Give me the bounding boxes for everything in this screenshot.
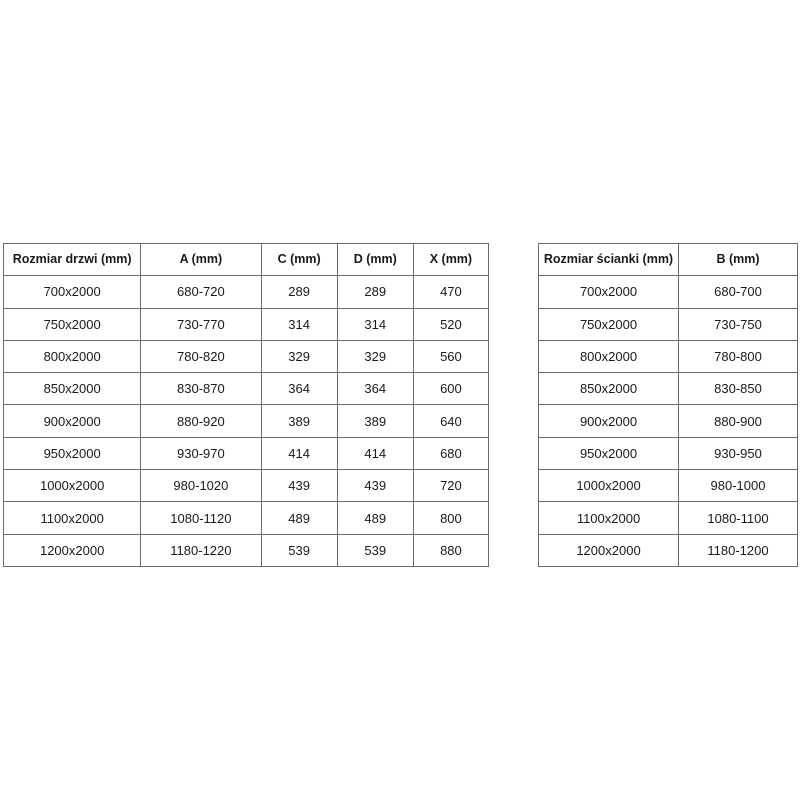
cell-d: 439 [336,469,414,503]
cell-c: 389 [260,404,338,438]
cell-x: 640 [412,404,490,438]
cell-d: 314 [336,307,414,341]
cell-x: 470 [412,275,490,309]
cell-b: 680-700 [678,275,798,309]
cell-size: 850x2000 [538,372,679,406]
table-row: 1200x2000 1180-1220 539 539 880 [2,533,490,567]
table-row: 800x2000 780-820 329 329 560 [2,339,490,374]
cell-d: 389 [336,404,414,438]
cell-size: 800x2000 [538,339,679,374]
cell-x: 520 [412,307,490,341]
cell-b: 730-750 [678,307,798,341]
cell-b: 980-1000 [678,469,798,503]
cell-size: 700x2000 [2,275,142,309]
cell-a: 980-1020 [140,469,262,503]
cell-d: 329 [336,339,414,374]
doors-dimensions-table: Rozmiar drzwi (mm) A (mm) C (mm) D (mm) … [2,242,490,567]
cell-size: 700x2000 [538,275,679,309]
table-row: 900x2000 880-920 389 389 640 [2,404,490,438]
doors-table-header: Rozmiar drzwi (mm) A (mm) C (mm) D (mm) … [2,242,490,277]
cell-size: 750x2000 [2,307,142,341]
walls-dimensions-table-container: Rozmiar ścianki (mm) B (mm) 700x2000 680… [538,242,798,567]
column-header-rozmiar-drzwi: Rozmiar drzwi (mm) [2,242,142,277]
table-row: 900x2000 880-900 [538,404,798,438]
cell-a: 680-720 [140,275,262,309]
table-row: 950x2000 930-970 414 414 680 [2,436,490,471]
column-header-a: A (mm) [140,242,262,277]
cell-c: 489 [260,501,338,535]
cell-d: 539 [336,533,414,567]
table-row: 850x2000 830-870 364 364 600 [2,372,490,406]
cell-b: 930-950 [678,436,798,471]
table-row: 1100x2000 1080-1120 489 489 800 [2,501,490,535]
cell-d: 489 [336,501,414,535]
table-header-row: Rozmiar drzwi (mm) A (mm) C (mm) D (mm) … [2,242,490,277]
cell-c: 364 [260,372,338,406]
column-header-b: B (mm) [678,242,798,277]
cell-size: 1000x2000 [2,469,142,503]
table-row: 750x2000 730-770 314 314 520 [2,307,490,341]
cell-a: 930-970 [140,436,262,471]
cell-size: 950x2000 [2,436,142,471]
cell-b: 780-800 [678,339,798,374]
cell-c: 414 [260,436,338,471]
column-header-x: X (mm) [412,242,490,277]
table-row: 700x2000 680-700 [538,275,798,309]
cell-x: 680 [412,436,490,471]
cell-a: 780-820 [140,339,262,374]
cell-size: 1000x2000 [538,469,679,503]
cell-x: 560 [412,339,490,374]
cell-b: 880-900 [678,404,798,438]
cell-c: 329 [260,339,338,374]
cell-size: 950x2000 [538,436,679,471]
table-row: 1000x2000 980-1020 439 439 720 [2,469,490,503]
table-row: 950x2000 930-950 [538,436,798,471]
cell-a: 1180-1220 [140,533,262,567]
cell-b: 1080-1100 [678,501,798,535]
cell-a: 1080-1120 [140,501,262,535]
cell-c: 439 [260,469,338,503]
cell-x: 800 [412,501,490,535]
walls-table-body: 700x2000 680-700 750x2000 730-750 800x20… [538,275,798,567]
doors-table-body: 700x2000 680-720 289 289 470 750x2000 73… [2,275,490,567]
cell-size: 850x2000 [2,372,142,406]
cell-c: 314 [260,307,338,341]
column-header-c: C (mm) [260,242,338,277]
column-header-rozmiar-scianki: Rozmiar ścianki (mm) [538,242,679,277]
cell-x: 880 [412,533,490,567]
cell-c: 539 [260,533,338,567]
cell-size: 1200x2000 [2,533,142,567]
cell-d: 364 [336,372,414,406]
doors-dimensions-table-container: Rozmiar drzwi (mm) A (mm) C (mm) D (mm) … [2,242,490,567]
table-row: 700x2000 680-720 289 289 470 [2,275,490,309]
column-header-d: D (mm) [336,242,414,277]
table-row: 850x2000 830-850 [538,372,798,406]
cell-size: 900x2000 [2,404,142,438]
cell-size: 900x2000 [538,404,679,438]
cell-size: 1100x2000 [538,501,679,535]
walls-table-header: Rozmiar ścianki (mm) B (mm) [538,242,798,277]
cell-size: 800x2000 [2,339,142,374]
cell-size: 1100x2000 [2,501,142,535]
cell-x: 600 [412,372,490,406]
cell-a: 830-870 [140,372,262,406]
table-row: 1200x2000 1180-1200 [538,533,798,567]
table-row: 1000x2000 980-1000 [538,469,798,503]
cell-c: 289 [260,275,338,309]
cell-d: 414 [336,436,414,471]
cell-b: 830-850 [678,372,798,406]
cell-b: 1180-1200 [678,533,798,567]
walls-dimensions-table: Rozmiar ścianki (mm) B (mm) 700x2000 680… [538,242,798,567]
cell-x: 720 [412,469,490,503]
cell-d: 289 [336,275,414,309]
cell-size: 1200x2000 [538,533,679,567]
cell-size: 750x2000 [538,307,679,341]
table-header-row: Rozmiar ścianki (mm) B (mm) [538,242,798,277]
cell-a: 880-920 [140,404,262,438]
table-row: 1100x2000 1080-1100 [538,501,798,535]
table-row: 750x2000 730-750 [538,307,798,341]
cell-a: 730-770 [140,307,262,341]
table-row: 800x2000 780-800 [538,339,798,374]
